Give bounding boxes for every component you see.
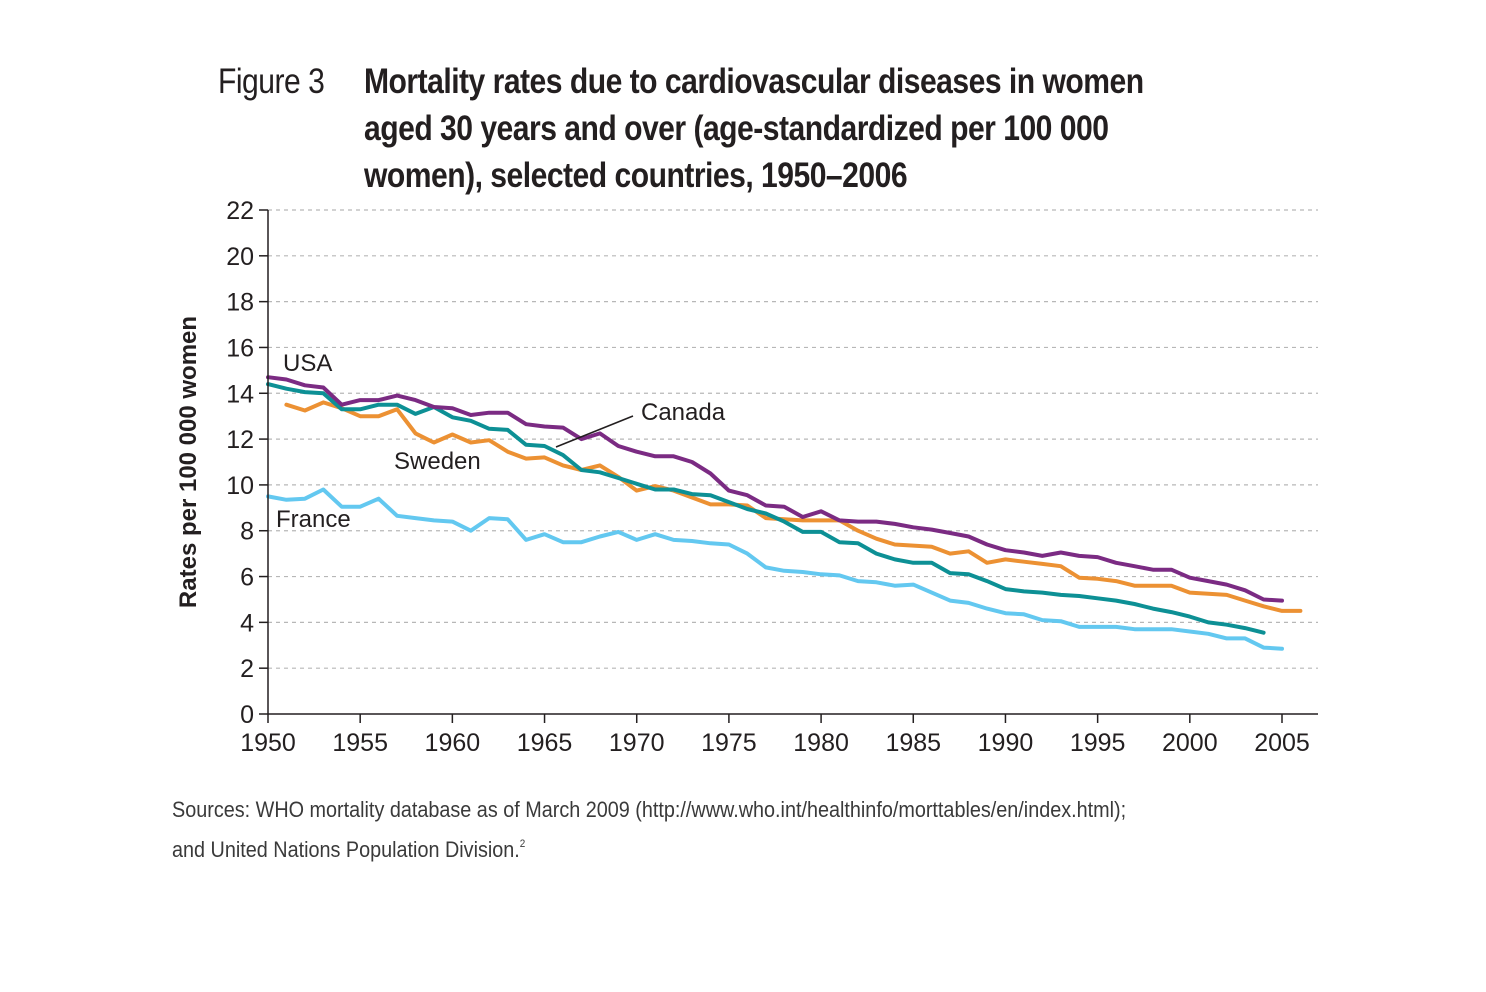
sources-line-2-text: and United Nations Population Division.: [172, 837, 520, 862]
x-tick-label: 1965: [517, 729, 573, 757]
series-line-canada: [268, 384, 1264, 633]
x-tick-label: 1985: [885, 729, 941, 757]
footnote-ref: 2: [520, 838, 526, 850]
sources-line-2: and United Nations Population Division.2: [172, 827, 1126, 867]
x-tick-label: 2005: [1254, 729, 1310, 757]
series-labels: USA Canada Sweden France: [276, 350, 726, 533]
series-lines: [268, 377, 1300, 649]
series-label-sweden: Sweden: [394, 448, 481, 475]
x-tick-label: 2000: [1162, 729, 1218, 757]
y-tick-label: 10: [226, 472, 254, 500]
x-tick-label: 1975: [701, 729, 757, 757]
y-tick-label: 8: [240, 518, 254, 546]
y-tick-label: 0: [240, 701, 254, 729]
x-tick-label: 1960: [425, 729, 481, 757]
y-tick-label: 14: [226, 380, 254, 408]
series-label-canada: Canada: [641, 399, 726, 426]
x-tick-label: 1955: [332, 729, 388, 757]
y-tick-label: 16: [226, 334, 254, 362]
y-tick-label: 20: [226, 243, 254, 271]
y-tick-label: 22: [226, 197, 254, 225]
y-tick-label: 2: [240, 655, 254, 683]
y-axis-label: Rates per 100 000 women: [175, 316, 202, 608]
y-axis-ticks: 0 2 4 6 8 10 12 14 16 18 20 22: [226, 197, 268, 729]
x-tick-label: 1950: [240, 729, 296, 757]
x-axis-ticks: 1950 1955 1960 1965 1970 1975 1980 1985 1990 1995…: [240, 714, 1310, 757]
series-label-france: France: [276, 506, 351, 533]
x-tick-label: 1970: [609, 729, 665, 757]
y-tick-label: 18: [226, 289, 254, 317]
y-tick-label: 4: [240, 609, 254, 637]
y-tick-label: 12: [226, 426, 254, 454]
series-line-sweden: [286, 402, 1300, 611]
series-label-usa: USA: [283, 350, 332, 377]
x-tick-label: 1980: [793, 729, 849, 757]
x-tick-label: 1990: [978, 729, 1034, 757]
y-tick-label: 6: [240, 564, 254, 592]
sources-line-1: Sources: WHO mortality database as of Ma…: [172, 793, 1126, 827]
series-line-france: [268, 490, 1282, 649]
x-tick-label: 1995: [1070, 729, 1126, 757]
sources-note: Sources: WHO mortality database as of Ma…: [172, 793, 1126, 867]
